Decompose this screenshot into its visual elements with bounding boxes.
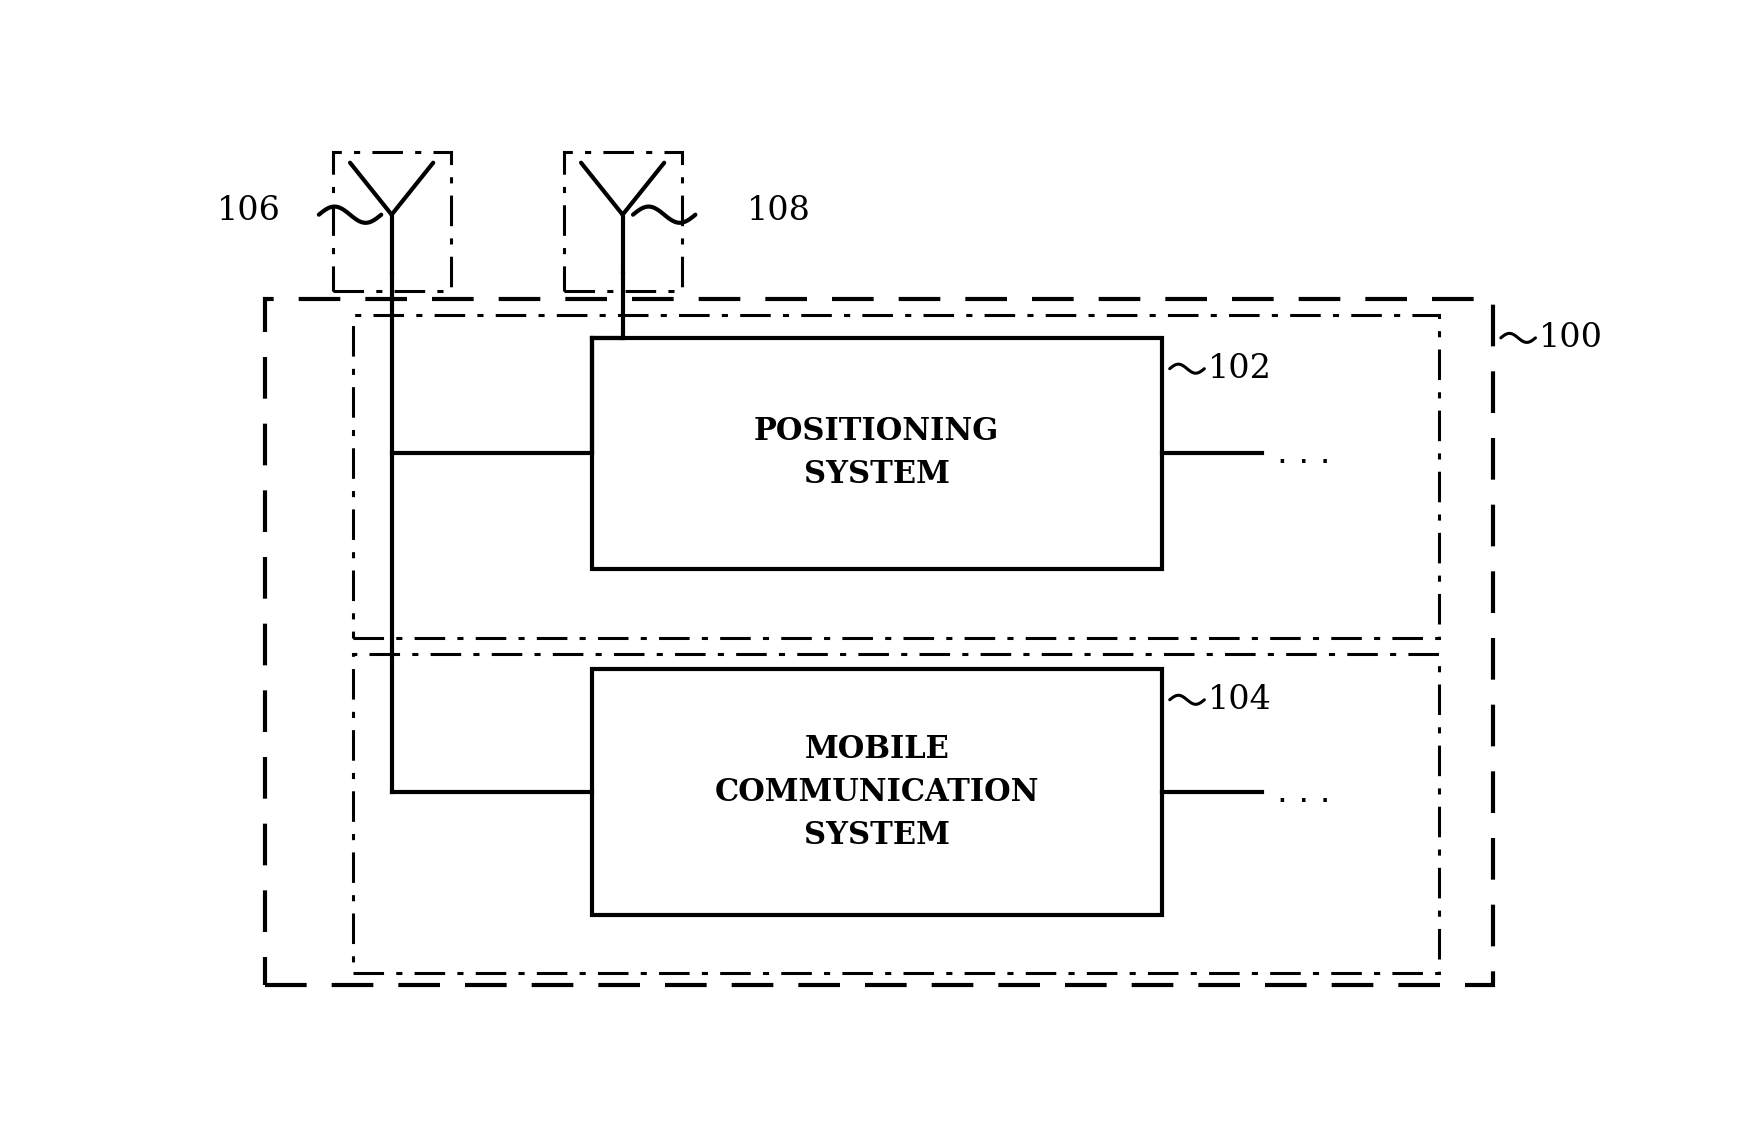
Text: 100: 100 <box>1539 322 1604 354</box>
Text: 108: 108 <box>748 195 810 227</box>
Text: . . .: . . . <box>1278 776 1330 809</box>
Text: POSITIONING
SYSTEM: POSITIONING SYSTEM <box>755 416 999 491</box>
Text: MOBILE
COMMUNICATION
SYSTEM: MOBILE COMMUNICATION SYSTEM <box>715 734 1039 851</box>
Text: 102: 102 <box>1208 353 1272 385</box>
Text: . . .: . . . <box>1278 437 1330 470</box>
Text: 104: 104 <box>1208 683 1272 715</box>
Text: 106: 106 <box>216 195 281 227</box>
